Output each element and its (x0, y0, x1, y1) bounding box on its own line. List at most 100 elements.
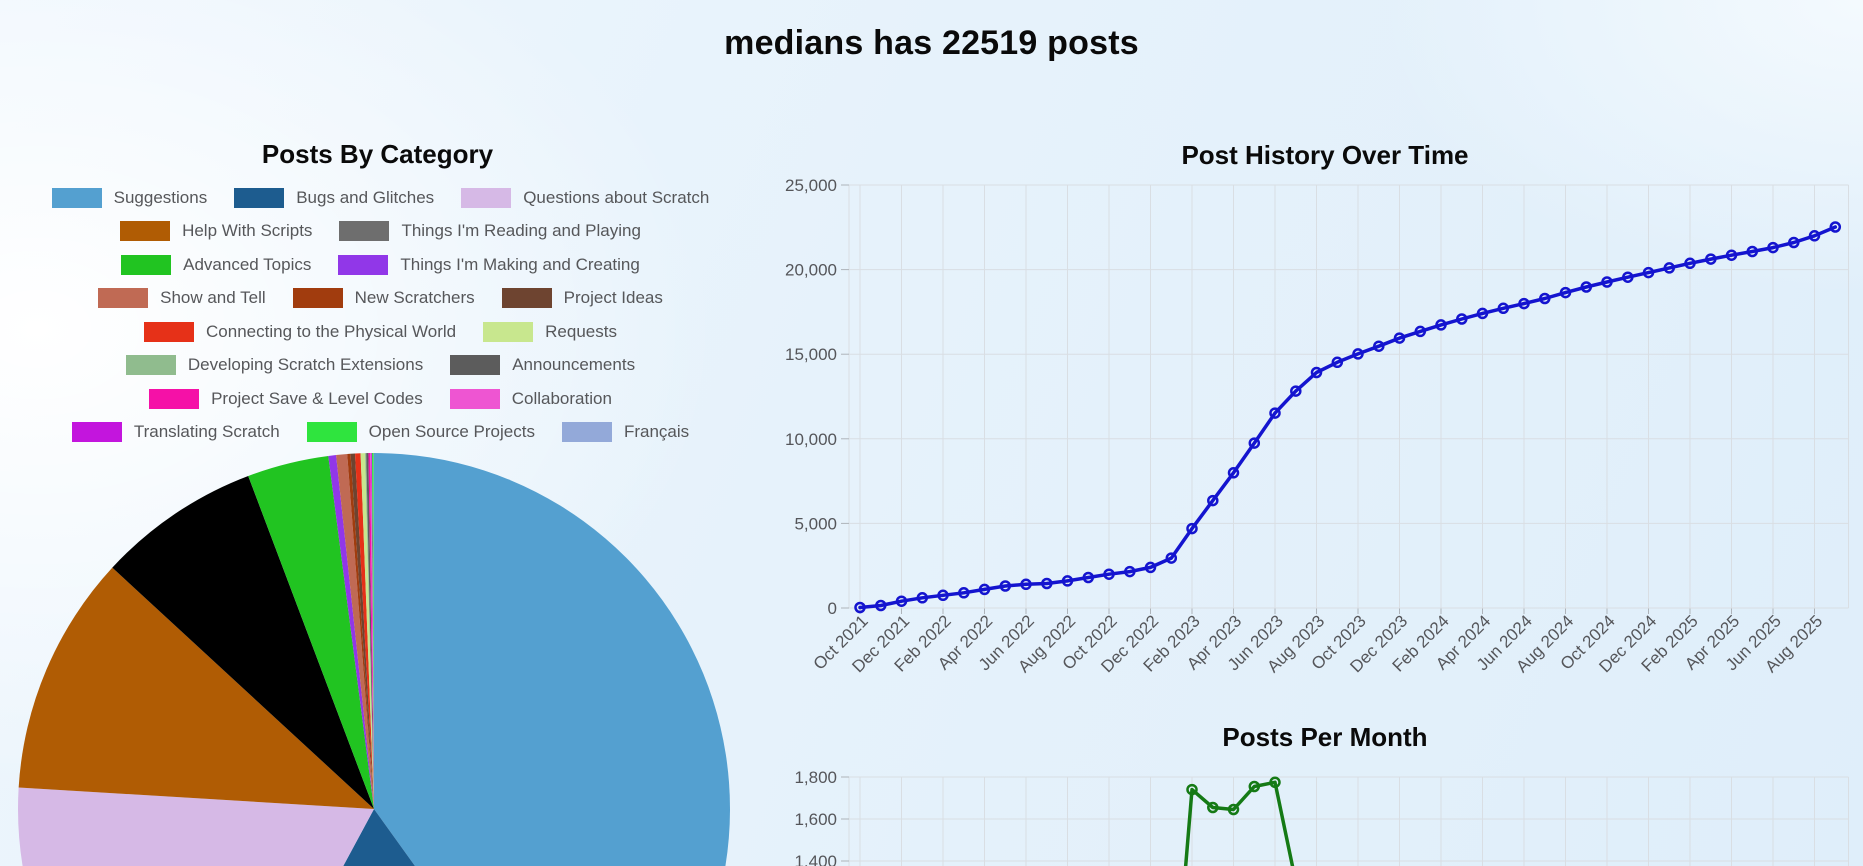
data-point-marker[interactable] (1207, 801, 1219, 814)
pie-slice-project-ideas[interactable] (350, 453, 374, 809)
data-point-marker[interactable] (1165, 552, 1178, 564)
data-point-marker[interactable] (1103, 568, 1115, 580)
data-point-marker[interactable] (1248, 437, 1261, 449)
legend-item-bugs-and-glitches[interactable]: Bugs and Glitches (234, 187, 434, 208)
data-point-marker[interactable] (1601, 276, 1613, 288)
legend-item-project-ideas[interactable]: Project Ideas (501, 288, 663, 309)
data-point-marker[interactable] (1518, 297, 1530, 310)
pie-slice-things-i-m-reading-and-playing[interactable] (112, 475, 375, 809)
data-point-marker[interactable] (1746, 245, 1759, 258)
data-point-marker[interactable] (1642, 266, 1655, 279)
legend-item-show-and-tell[interactable]: Show and Tell (98, 288, 266, 309)
data-point-marker[interactable] (1497, 302, 1510, 315)
data-point-marker[interactable] (1041, 577, 1053, 590)
legend-item-translating-scratch[interactable]: Translating Scratch (71, 422, 280, 443)
posts-by-category-pie[interactable] (0, 440, 755, 866)
data-point-marker[interactable] (1061, 575, 1074, 587)
data-point-marker[interactable] (1476, 307, 1489, 320)
pie-slice-things-i-m-making-and-creating[interactable] (328, 455, 374, 809)
legend-item-developing-scratch-extensions[interactable]: Developing Scratch Extensions (125, 355, 423, 376)
pie-slice-new-scratchers[interactable] (347, 453, 374, 809)
data-point-marker[interactable] (1082, 571, 1095, 584)
legend-item-requests[interactable]: Requests (483, 321, 617, 342)
legend-item-help-with-scripts[interactable]: Help With Scripts (120, 221, 313, 242)
legend-item-questions-about-scratch[interactable]: Questions about Scratch (461, 187, 709, 208)
data-point-marker[interactable] (1829, 221, 1842, 233)
legend-label: Help With Scripts (182, 221, 313, 241)
legend-row: Help With Scripts Things I'm Reading and … (8, 215, 753, 249)
data-point-marker[interactable] (937, 589, 949, 602)
pie-slice-requests[interactable] (360, 453, 374, 809)
data-point-marker[interactable] (999, 580, 1012, 592)
legend-item-advanced-topics[interactable]: Advanced Topics (121, 254, 311, 275)
legend-item-open-source-projects[interactable]: Open Source Projects (306, 422, 535, 443)
pie-slice-open-source-projects[interactable] (371, 453, 374, 809)
data-point-marker[interactable] (1788, 236, 1800, 249)
legend-swatch (338, 254, 389, 275)
legend-item-project-save-level-codes[interactable]: Project Save & Level Codes (149, 388, 423, 409)
data-point-marker[interactable] (1622, 271, 1634, 283)
pie-slice-collaboration[interactable] (370, 453, 374, 809)
data-point-marker[interactable] (1725, 249, 1738, 261)
legend-item-announcements[interactable]: Announcements (450, 355, 635, 376)
data-point-marker[interactable] (1290, 385, 1302, 397)
data-point-marker[interactable] (1539, 292, 1551, 305)
data-point-marker[interactable] (1808, 230, 1821, 242)
legend-item-things-i-m-making-and-creating[interactable]: Things I'm Making and Creating (338, 254, 640, 275)
data-point-marker[interactable] (854, 601, 866, 614)
data-point-marker[interactable] (958, 587, 970, 599)
pie-slice-show-and-tell[interactable] (336, 454, 374, 809)
data-point-marker[interactable] (895, 595, 908, 607)
data-point-marker[interactable] (1144, 561, 1157, 574)
legend-item-fran-ais[interactable]: Français (561, 422, 689, 443)
data-point-marker[interactable] (1352, 348, 1364, 360)
data-point-marker[interactable] (1020, 578, 1032, 591)
legend-label: Things I'm Reading and Playing (401, 221, 641, 241)
legend-item-collaboration[interactable]: Collaboration (449, 388, 612, 409)
data-point-marker[interactable] (1414, 325, 1427, 338)
data-point-marker[interactable] (1559, 286, 1572, 299)
data-point-marker[interactable] (875, 599, 887, 612)
pie-slice-connecting-to-the-physical-world[interactable] (355, 453, 374, 809)
pie-slice-questions-about-scratch[interactable] (18, 787, 374, 866)
posts-per-month-chart[interactable]: 1,800 1,600 1,400 (690, 745, 1863, 866)
pie-slice-developing-scratch-extensions[interactable] (365, 453, 374, 809)
pie-slice-help-with-scripts[interactable] (18, 567, 375, 809)
data-point-marker[interactable] (1207, 494, 1219, 507)
legend-item-new-scratchers[interactable]: New Scratchers (292, 288, 475, 309)
data-point-marker[interactable] (1248, 780, 1261, 793)
data-point-marker[interactable] (1684, 257, 1696, 270)
data-point-marker[interactable] (1705, 253, 1717, 265)
data-point-marker[interactable] (1767, 241, 1779, 254)
data-point-marker[interactable] (1435, 319, 1447, 331)
pie-slice-translating-scratch[interactable] (371, 453, 374, 809)
legend-row: Project Save & Level Codes Collaboration (8, 382, 753, 416)
pie-slice-suggestions[interactable] (374, 453, 730, 866)
data-point-marker[interactable] (1663, 262, 1676, 274)
pie-slice-announcements[interactable] (366, 453, 374, 809)
pie-slice-project-save-level-codes[interactable] (368, 453, 374, 809)
data-point-marker[interactable] (978, 583, 991, 596)
legend-swatch (450, 355, 501, 376)
data-point-marker[interactable] (1580, 281, 1593, 293)
data-point-marker[interactable] (1227, 803, 1240, 816)
data-point-marker[interactable] (1186, 522, 1198, 535)
pie-slice-advanced-topics[interactable] (248, 455, 374, 809)
data-point-marker[interactable] (1269, 776, 1281, 789)
data-point-marker[interactable] (1310, 366, 1323, 379)
data-point-marker[interactable] (1456, 313, 1468, 325)
data-point-marker[interactable] (1186, 783, 1198, 796)
legend-swatch (561, 422, 612, 443)
data-point-marker[interactable] (1269, 407, 1281, 419)
data-point-marker[interactable] (1331, 356, 1344, 369)
data-point-marker[interactable] (1227, 467, 1240, 479)
data-point-marker[interactable] (1373, 340, 1385, 352)
legend-item-suggestions[interactable]: Suggestions (51, 187, 207, 208)
legend-item-things-i-m-reading-and-playing[interactable]: Things I'm Reading and Playing (339, 221, 641, 242)
data-point-marker[interactable] (1124, 565, 1136, 578)
pie-slice-bugs-and-glitches[interactable] (205, 809, 582, 866)
data-point-marker[interactable] (1393, 332, 1406, 344)
data-point-marker[interactable] (916, 592, 929, 604)
legend-item-connecting-to-the-physical-world[interactable]: Connecting to the Physical World (144, 321, 456, 342)
